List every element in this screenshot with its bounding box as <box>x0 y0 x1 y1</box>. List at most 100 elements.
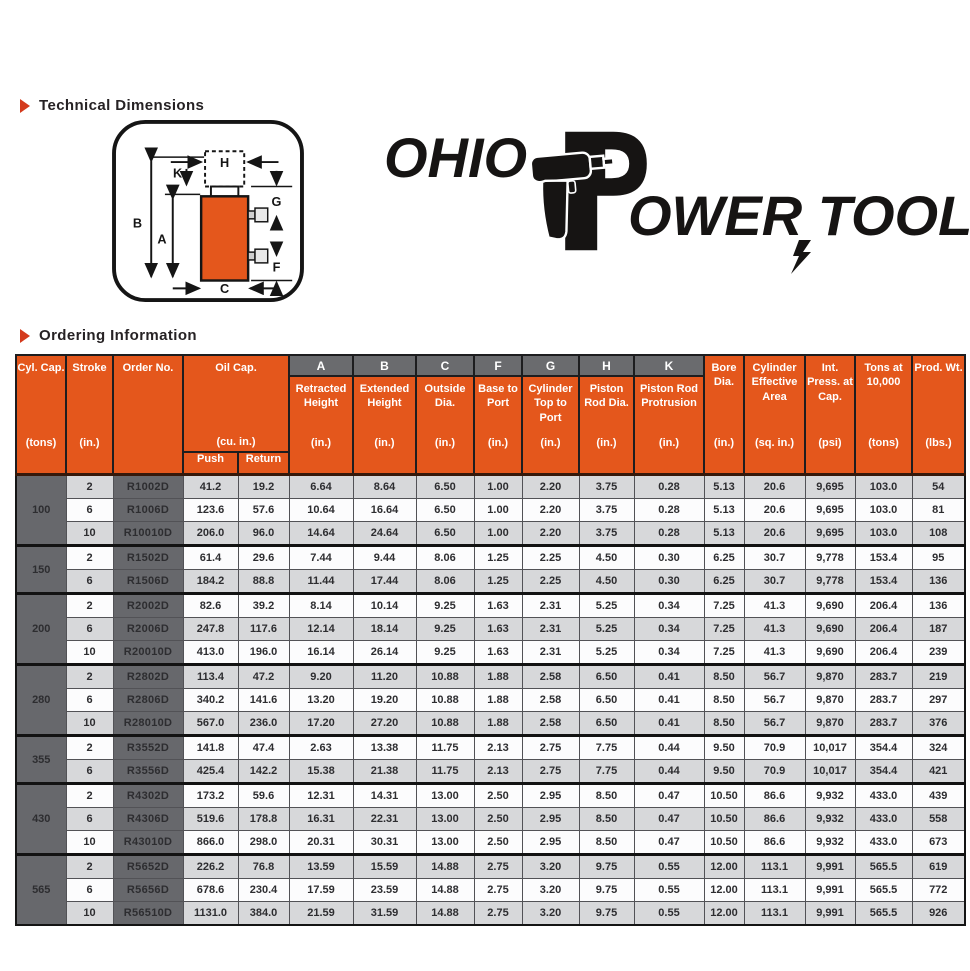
value-cell: 3.75 <box>578 473 635 499</box>
svg-text:G: G <box>272 194 282 209</box>
value-cell: 433.0 <box>854 782 913 808</box>
value-cell: 113.1 <box>743 853 806 879</box>
value-cell: 29.6 <box>237 544 290 570</box>
value-cell: 0.55 <box>633 878 705 902</box>
value-cell: 0.30 <box>633 544 705 570</box>
value-cell: 2.31 <box>521 640 580 665</box>
value-cell: 86.6 <box>743 782 806 808</box>
value-cell: 340.2 <box>182 688 239 712</box>
value-cell: 11.75 <box>415 759 475 784</box>
value-cell: 433.0 <box>854 807 913 831</box>
table-row: 6 R4306D 519.6 178.8 16.31 22.31 13.00 2.50 2.95… <box>16 807 966 831</box>
value-cell: 7.44 <box>288 544 354 570</box>
value-cell: 772 <box>911 878 966 902</box>
lightning-bolt-icon <box>791 240 811 274</box>
value-cell: 565.5 <box>854 901 913 926</box>
value-cell: 2.58 <box>521 711 580 736</box>
ordering-table-container: Cyl. Cap. (tons) Stroke (in.) Order No. Oi… <box>15 354 966 926</box>
table-row: 280 2 R2802D 113.4 47.2 9.20 11.20 10.88 1.88 2.5… <box>15 663 966 736</box>
table-row: 430 2 R4302D 173.2 59.6 12.31 14.31 13.00 2.50 2.… <box>15 782 966 855</box>
value-cell: 6.50 <box>415 498 475 522</box>
value-cell: 10.64 <box>288 498 354 522</box>
value-cell: 21.38 <box>352 759 417 784</box>
value-cell: 13.20 <box>288 688 354 712</box>
value-cell: 14.88 <box>415 878 475 902</box>
value-cell: 3.75 <box>578 521 635 546</box>
value-cell: 0.34 <box>633 640 705 665</box>
order-no-cell: R2006D <box>112 617 184 641</box>
value-cell: 16.14 <box>288 640 354 665</box>
value-cell: 59.6 <box>237 782 290 808</box>
header-row-main: Cyl. Cap. (tons) Stroke (in.) Order No. Oi… <box>15 354 966 476</box>
value-cell: 1.63 <box>473 617 523 641</box>
value-cell: 1.63 <box>473 592 523 618</box>
value-cell: 0.34 <box>633 617 705 641</box>
stroke-cell: 6 <box>65 569 114 594</box>
value-cell: 16.64 <box>352 498 417 522</box>
value-cell: 17.20 <box>288 711 354 736</box>
stroke-cell: 2 <box>65 592 114 618</box>
value-cell: 56.7 <box>743 688 806 712</box>
value-cell: 13.59 <box>288 853 354 879</box>
order-no-cell: R20010D <box>112 640 184 665</box>
value-cell: 439 <box>911 782 966 808</box>
value-cell: 354.4 <box>854 734 913 760</box>
value-cell: 30.31 <box>352 830 417 855</box>
value-cell: 297 <box>911 688 966 712</box>
value-cell: 1.88 <box>473 688 523 712</box>
value-cell: 283.7 <box>854 711 913 736</box>
value-cell: 206.4 <box>854 592 913 618</box>
value-cell: 1.25 <box>473 544 523 570</box>
value-cell: 2.95 <box>521 830 580 855</box>
value-cell: 219 <box>911 663 966 689</box>
stroke-cell: 10 <box>65 640 114 665</box>
value-cell: 2.58 <box>521 688 580 712</box>
value-cell: 19.20 <box>352 688 417 712</box>
value-cell: 9,932 <box>804 807 856 831</box>
value-cell: 2.20 <box>521 521 580 546</box>
value-cell: 10.50 <box>703 782 745 808</box>
value-cell: 0.44 <box>633 734 705 760</box>
value-cell: 184.2 <box>182 569 239 594</box>
value-cell: 0.34 <box>633 592 705 618</box>
cyl-cap-cell: 430 <box>15 782 67 855</box>
cyl-cap-cell: 565 <box>15 853 67 926</box>
value-cell: 9.75 <box>578 901 635 926</box>
value-cell: 136 <box>911 592 966 618</box>
stroke-cell: 2 <box>65 663 114 689</box>
section-title: Ordering Information <box>39 327 197 344</box>
header-dim-c: C Outside Dia. (in.) <box>415 354 475 476</box>
value-cell: 558 <box>911 807 966 831</box>
value-cell: 247.8 <box>182 617 239 641</box>
value-cell: 519.6 <box>182 807 239 831</box>
value-cell: 9,991 <box>804 901 856 926</box>
value-cell: 9,932 <box>804 830 856 855</box>
value-cell: 96.0 <box>237 521 290 546</box>
value-cell: 70.9 <box>743 734 806 760</box>
value-cell: 7.25 <box>703 592 745 618</box>
value-cell: 10.50 <box>703 830 745 855</box>
value-cell: 565.5 <box>854 878 913 902</box>
value-cell: 5.13 <box>703 473 745 499</box>
stroke-cell: 2 <box>65 853 114 879</box>
value-cell: 239 <box>911 640 966 665</box>
value-cell: 19.2 <box>237 473 290 499</box>
header-prod-wt: Prod. Wt. (lbs.) <box>911 354 966 476</box>
value-cell: 425.4 <box>182 759 239 784</box>
value-cell: 76.8 <box>237 853 290 879</box>
value-cell: 10.88 <box>415 711 475 736</box>
stroke-cell: 10 <box>65 901 114 926</box>
value-cell: 0.44 <box>633 759 705 784</box>
stroke-cell: 6 <box>65 617 114 641</box>
value-cell: 298.0 <box>237 830 290 855</box>
value-cell: 9,695 <box>804 521 856 546</box>
value-cell: 187 <box>911 617 966 641</box>
value-cell: 9,690 <box>804 617 856 641</box>
order-no-cell: R28010D <box>112 711 184 736</box>
value-cell: 1.00 <box>473 473 523 499</box>
order-no-cell: R5656D <box>112 878 184 902</box>
value-cell: 6.50 <box>415 473 475 499</box>
value-cell: 8.50 <box>703 711 745 736</box>
table-row: 6 R1506D 184.2 88.8 11.44 17.44 8.06 1.25 2.25 4.… <box>16 569 966 594</box>
value-cell: 9,870 <box>804 663 856 689</box>
